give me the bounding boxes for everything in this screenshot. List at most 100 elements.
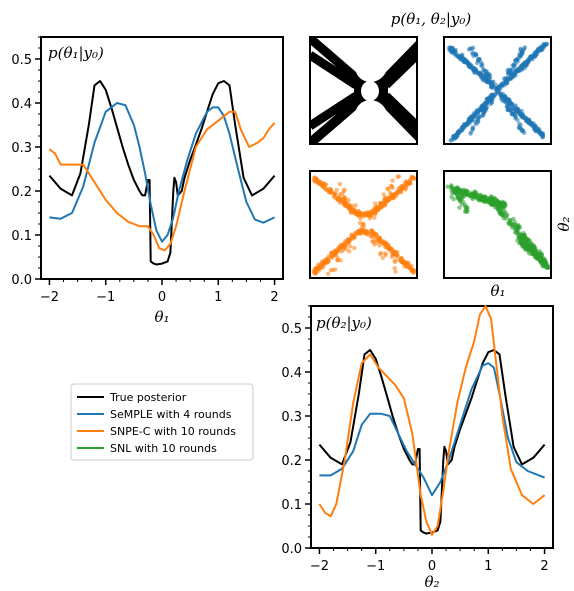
2-y-tick-label: 0.5	[281, 322, 302, 337]
semple-sample-point	[512, 112, 517, 117]
joint-snl-subplot	[443, 170, 552, 279]
semple-sample-point	[475, 120, 480, 125]
semple-sample-point	[476, 57, 482, 62]
theta1-series-lines	[48, 80, 276, 266]
snpe-sample-point	[398, 256, 404, 261]
semple-sample-point	[521, 46, 527, 52]
semple-sample-point	[493, 92, 498, 97]
0-y-tick-label: 0.5	[11, 53, 32, 68]
snpe-sample-point	[341, 189, 346, 194]
semple-sample-point	[449, 48, 454, 53]
snl-sample-point	[457, 199, 463, 204]
snl-sample-point	[490, 200, 495, 205]
legend-entry-true-posterior: True posterior	[77, 391, 187, 404]
semple-sample-point	[483, 72, 488, 77]
0-y-tick-label: 0.4	[11, 97, 32, 112]
semple-sample-point	[535, 51, 540, 57]
snl-sample-point	[465, 208, 470, 213]
snpe-sample-point	[384, 245, 389, 250]
snpe-sample-point	[338, 258, 343, 263]
0-x-tick-label: 0	[158, 290, 166, 305]
semple-sample-point	[484, 100, 489, 106]
snl-sample-point	[515, 238, 520, 243]
semple-sample-point	[500, 96, 505, 101]
snpe-sample-point	[369, 234, 374, 239]
semple-sample-point	[486, 72, 492, 77]
semple-sample-point	[482, 106, 488, 112]
snl-sample-point	[544, 263, 549, 268]
snpe-sample-point	[349, 232, 354, 237]
snpe-sample-point	[392, 265, 397, 271]
2-x-tick-label: 2	[540, 559, 548, 574]
snpe-sample-point	[319, 259, 325, 264]
snpe-sample-point	[353, 203, 358, 208]
semple-sample-point	[458, 128, 463, 133]
semple-sample-point	[504, 104, 509, 109]
snl-sample-point	[457, 195, 462, 201]
semple-sample-point	[513, 103, 518, 108]
semple-sample-point	[487, 76, 492, 82]
snpe-sample-point	[335, 255, 340, 261]
snpe-sample-point	[370, 208, 376, 213]
2-x-tick-label: −1	[366, 559, 385, 574]
snl-sample-point	[521, 233, 526, 238]
snpe-sample-point	[347, 249, 352, 254]
snpe-sample-point	[389, 254, 395, 260]
snpe-sample-point	[382, 196, 388, 201]
semple-sample-point	[467, 121, 472, 126]
semple-sample-point	[484, 79, 489, 84]
semple-sample-point	[524, 118, 529, 124]
semple-sample-point	[451, 136, 457, 142]
snpe-sample-point	[388, 183, 393, 188]
snpe-sample-point	[359, 225, 364, 230]
snl-sample-point	[449, 194, 454, 199]
0-x-tick-label: 1	[214, 290, 222, 305]
semple-sample-point	[502, 76, 507, 81]
semple-sample-point	[468, 116, 474, 121]
joint-true-posterior-subplot	[309, 36, 418, 145]
theta2-marginal-title: p(θ₂|y₀)	[316, 314, 372, 332]
0-series-semple-with-4-rounds	[49, 102, 276, 243]
theta2-ticks: −2 −1 0 1 2 0.0 0.1 0.2 0.3 0.4 0.5	[281, 305, 549, 574]
snpe-sample-point	[338, 198, 343, 203]
snpe-sample-point	[339, 249, 344, 254]
snpe-sample-point	[383, 251, 388, 256]
snpe-sample-point	[334, 187, 339, 193]
legend-entry-snpe: SNPE-C with 10 rounds	[77, 425, 236, 438]
legend-label-semple: SeMPLE with 4 rounds	[110, 408, 232, 421]
semple-sample-point	[507, 69, 512, 75]
semple-sample-point	[527, 118, 532, 124]
semple-sample-point	[524, 62, 529, 68]
semple-sample-point	[504, 81, 510, 86]
semple-sample-point	[455, 130, 460, 135]
snpe-sample-point	[346, 237, 351, 243]
snpe-sample-point	[358, 212, 364, 217]
snl-sample-point	[495, 202, 500, 207]
snpe-sample-point	[369, 228, 374, 233]
semple-sample-point	[518, 111, 523, 116]
snpe-sample-point	[333, 267, 338, 272]
2-x-tick-label: 1	[484, 559, 492, 574]
snl-sample-point	[495, 207, 501, 212]
snl-sample-point	[522, 243, 527, 248]
semple-sample-point	[459, 53, 464, 58]
snpe-sample-point	[343, 242, 349, 248]
snpe-sample-point	[390, 178, 395, 183]
semple-sample-point	[522, 130, 527, 135]
0-series-snpe-c-with-10-rounds	[48, 110, 276, 252]
joint-semple-subplot	[443, 36, 552, 145]
snpe-sample-point	[396, 190, 401, 195]
theta1-ticks: −2 −1 0 1 2 0.0 0.1 0.2 0.3 0.4 0.5	[11, 36, 279, 305]
snl-sample-point	[471, 191, 476, 196]
snpe-sample-point	[343, 247, 349, 252]
snpe-sample-point	[367, 216, 373, 221]
snpe-samples	[311, 174, 417, 276]
semple-sample-point	[514, 108, 520, 114]
snpe-sample-point	[353, 231, 359, 236]
snpe-sample-point	[383, 201, 388, 206]
theta1-marginal-title: p(θ₁|y₀)	[48, 44, 104, 62]
snl-sample-point	[512, 226, 518, 232]
snpe-sample-point	[356, 228, 361, 233]
